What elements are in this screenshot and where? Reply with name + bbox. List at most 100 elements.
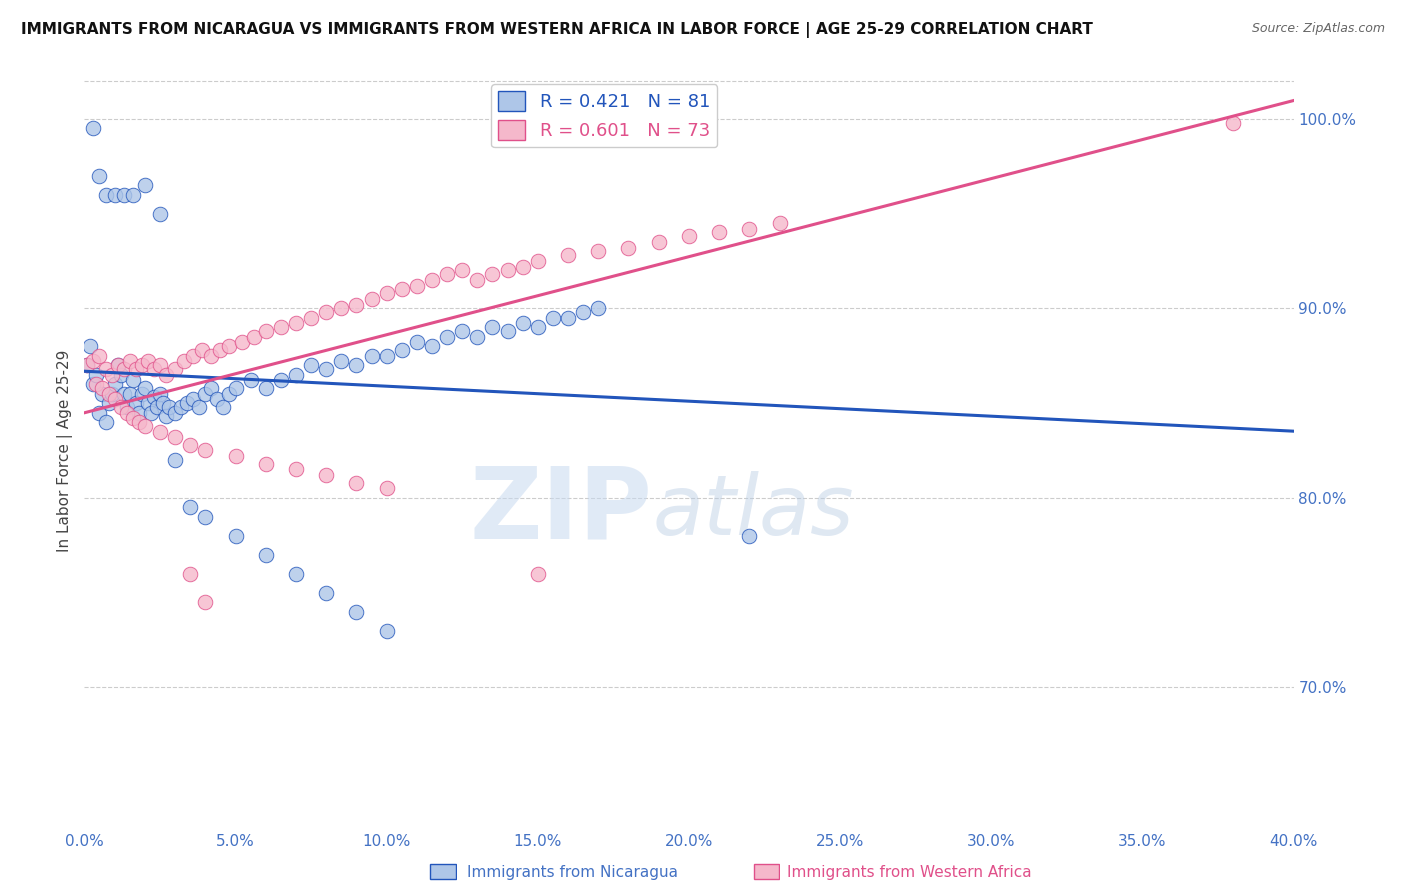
Point (330, 301, 353, 316)
Bar (754, 863, 779, 880)
Point (299, 358, 322, 372)
Point (557, 310, 579, 325)
Point (194, 595, 217, 609)
Point (146, 400, 169, 414)
Point (527, 566, 550, 581)
Point (121, 411, 143, 425)
Point (107, 358, 129, 372)
Point (346, 297, 368, 311)
Point (91, 386, 114, 401)
Point (155, 368, 177, 382)
Point (467, 329, 489, 343)
Point (738, 529, 761, 543)
Point (225, 381, 247, 395)
Point (149, 358, 172, 372)
Point (254, 381, 277, 395)
Point (131, 386, 153, 401)
Point (179, 500, 201, 515)
Point (112, 386, 135, 401)
Point (107, 358, 129, 372)
Point (285, 368, 308, 382)
Point (118, 386, 141, 401)
Point (218, 339, 240, 353)
Point (91, 381, 114, 395)
Point (231, 335, 253, 350)
Point (218, 386, 240, 401)
Point (121, 373, 143, 387)
Point (678, 229, 700, 244)
Point (1222, 115, 1244, 129)
Point (125, 396, 148, 410)
Legend: R = 0.421   N = 81, R = 0.601   N = 73: R = 0.421 N = 81, R = 0.601 N = 73 (491, 84, 717, 147)
Point (134, 178, 156, 192)
Point (212, 400, 235, 414)
Point (110, 368, 132, 382)
Point (136, 354, 159, 368)
Point (181, 392, 204, 407)
Point (451, 324, 474, 338)
Point (118, 354, 141, 368)
Point (285, 462, 308, 476)
Point (360, 349, 382, 363)
Point (89, 405, 111, 419)
Point (194, 386, 217, 401)
Point (82, 354, 104, 368)
Point (179, 566, 201, 581)
Point (179, 438, 201, 452)
Point (254, 324, 277, 338)
Point (330, 354, 353, 368)
Point (617, 241, 640, 255)
Point (86, 377, 108, 392)
Point (254, 548, 277, 562)
Point (406, 278, 429, 293)
Point (125, 362, 148, 376)
Point (270, 373, 292, 387)
Point (512, 317, 534, 331)
Point (104, 392, 127, 407)
Point (94, 362, 117, 376)
Point (194, 443, 217, 458)
Point (496, 324, 519, 338)
Point (76, 358, 98, 372)
Point (97, 396, 120, 410)
Point (176, 396, 198, 410)
Point (467, 273, 489, 287)
Point (97, 386, 120, 401)
Text: atlas: atlas (652, 471, 855, 551)
Point (527, 320, 550, 334)
Point (128, 415, 150, 429)
Point (155, 409, 177, 424)
Point (121, 187, 143, 202)
Point (225, 449, 247, 463)
Point (104, 187, 127, 202)
Point (200, 349, 222, 363)
Point (142, 390, 165, 404)
Point (315, 585, 337, 599)
Point (194, 509, 217, 524)
Point (315, 468, 337, 483)
Point (481, 267, 503, 281)
Point (131, 358, 153, 372)
Point (165, 453, 187, 467)
Point (360, 292, 382, 306)
Point (128, 405, 150, 419)
Text: Source: ZipAtlas.com: Source: ZipAtlas.com (1251, 22, 1385, 36)
Point (86, 368, 108, 382)
Text: Immigrants from Nicaragua: Immigrants from Nicaragua (467, 865, 678, 880)
Point (79, 339, 101, 353)
Point (136, 396, 159, 410)
Y-axis label: In Labor Force | Age 25-29: In Labor Force | Age 25-29 (56, 350, 73, 551)
Point (94, 187, 117, 202)
Point (89, 349, 111, 363)
Point (149, 386, 172, 401)
Point (375, 349, 398, 363)
Point (115, 400, 138, 414)
Point (152, 396, 174, 410)
Point (346, 358, 368, 372)
Point (375, 481, 398, 495)
Point (391, 282, 413, 296)
Point (738, 221, 761, 235)
Text: Immigrants from Western Africa: Immigrants from Western Africa (787, 865, 1032, 880)
Point (242, 329, 264, 343)
Point (557, 248, 579, 262)
